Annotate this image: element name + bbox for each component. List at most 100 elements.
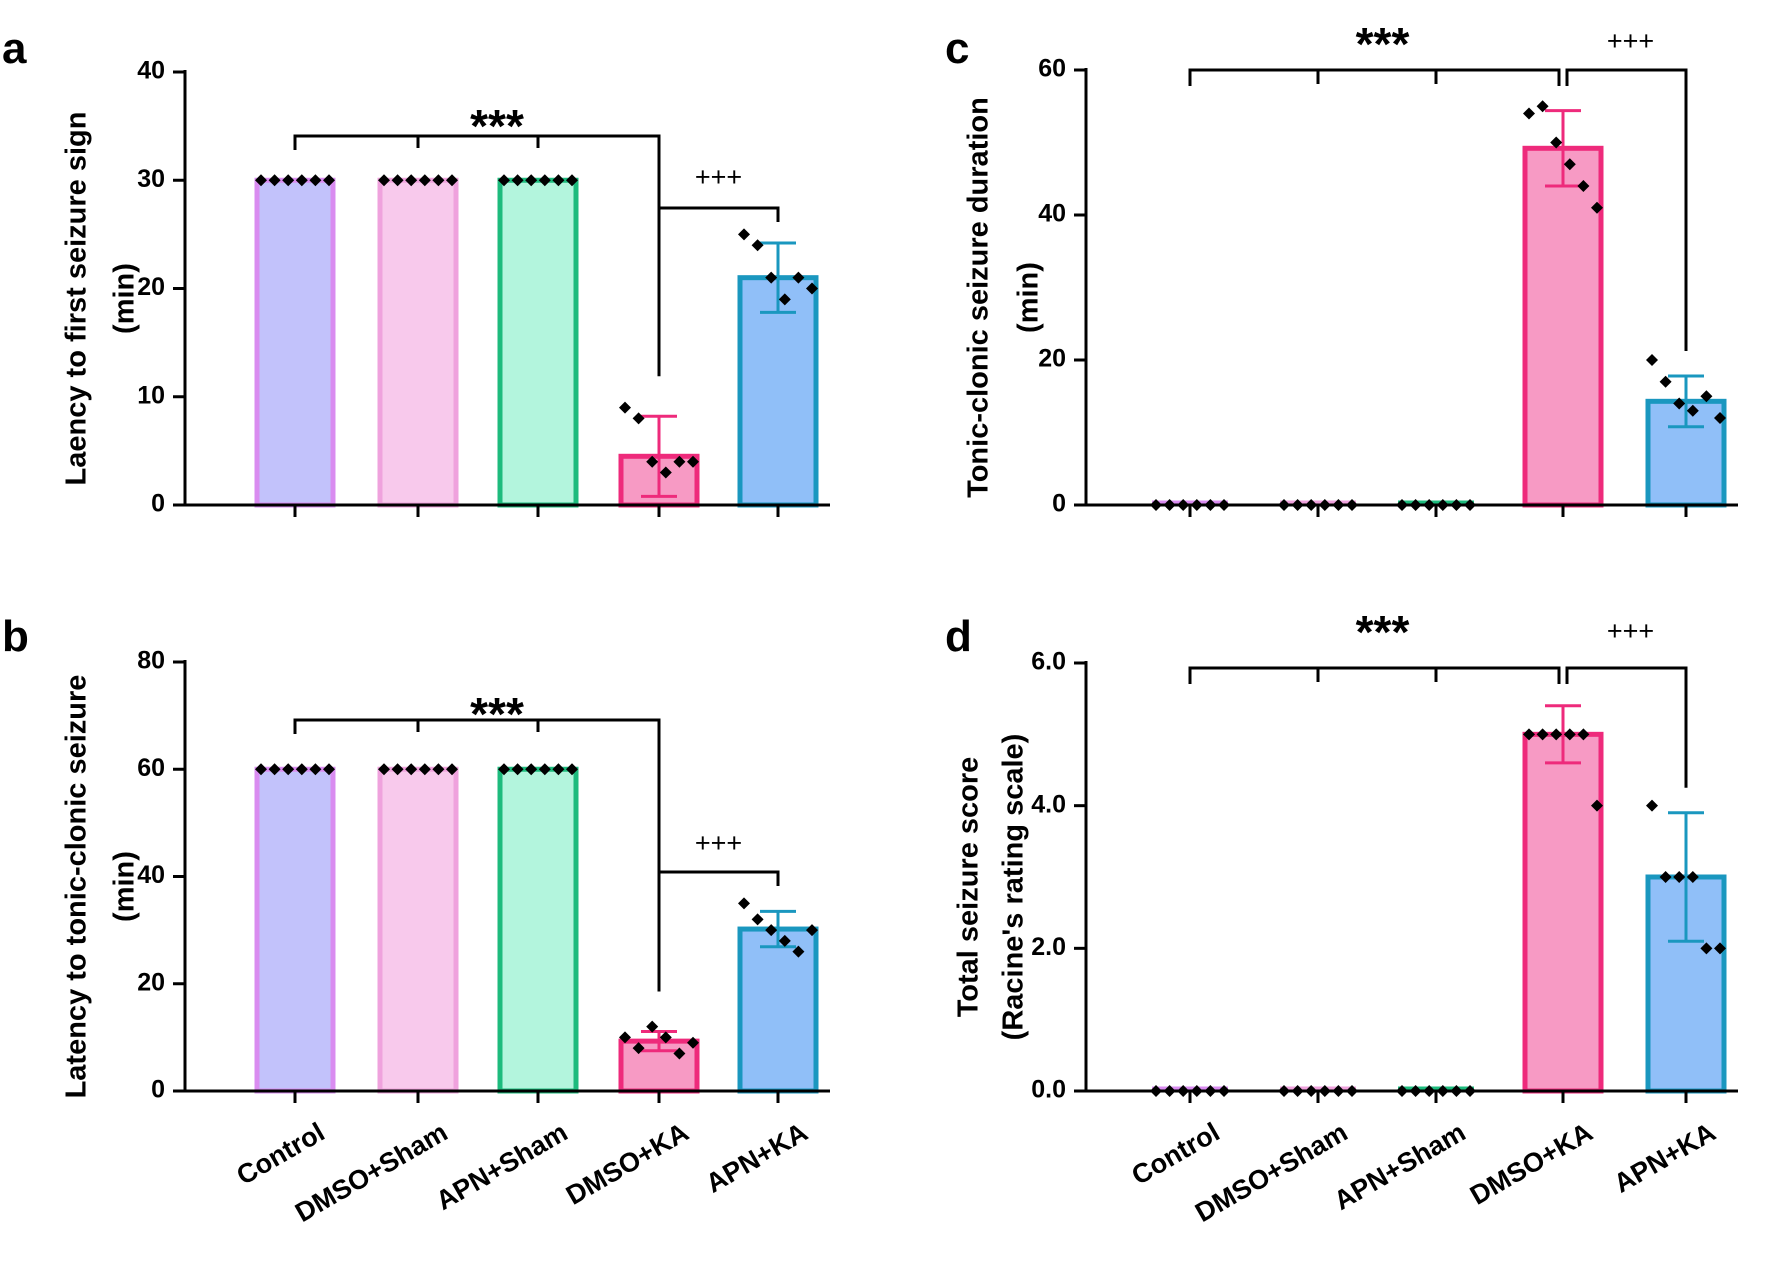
data-point-c-4-6 bbox=[1591, 201, 1603, 214]
panel-letter-a: a bbox=[2, 24, 27, 73]
data-point-a-5-6 bbox=[806, 282, 818, 295]
y-axis-title-a: Laency to first seizure sign bbox=[61, 112, 93, 486]
significance-stars-a: *** bbox=[470, 100, 524, 152]
y-axis-title-b: Latency to tonic-clonic seizure bbox=[61, 675, 93, 1099]
bar-b-5 bbox=[737, 926, 819, 1094]
y-axis-title-d: Total seizure score bbox=[953, 757, 985, 1018]
bracket-stars bbox=[1188, 68, 1561, 86]
category-label-d-1: Control bbox=[1126, 1117, 1224, 1191]
bracket-plus bbox=[657, 206, 780, 258]
data-point-b-3-5 bbox=[552, 763, 565, 776]
panel-letter-b: b bbox=[2, 612, 29, 661]
y-tick-label-b: 40 bbox=[137, 861, 165, 889]
y-tick-label-c: 60 bbox=[1038, 55, 1066, 83]
data-point-d-5-2 bbox=[1659, 871, 1672, 883]
error-bar-c-4 bbox=[1545, 109, 1581, 188]
y-tick-label-b: 0 bbox=[151, 1076, 165, 1104]
error-bar-a-5 bbox=[760, 241, 796, 314]
data-point-b-4-2 bbox=[632, 1042, 645, 1055]
significance-brackets-b bbox=[293, 718, 780, 992]
y-tick-label-a: 20 bbox=[137, 273, 165, 301]
data-point-a-5-2 bbox=[751, 239, 764, 252]
data-point-b-1-6 bbox=[323, 763, 335, 776]
bar-a-1 bbox=[254, 177, 336, 508]
error-bar-c-5 bbox=[1668, 374, 1704, 429]
data-point-b-2-2 bbox=[391, 763, 404, 776]
data-point-b-5-6 bbox=[806, 924, 818, 937]
data-point-d-5-1 bbox=[1646, 799, 1658, 812]
error-bar-d-4 bbox=[1545, 704, 1581, 765]
data-point-d-5-6 bbox=[1714, 942, 1726, 955]
category-label-b-5: APN+KA bbox=[701, 1117, 813, 1199]
data-point-c-4-3 bbox=[1550, 136, 1563, 149]
data-point-a-1-6 bbox=[323, 174, 335, 187]
data-point-b-2-6 bbox=[446, 763, 458, 776]
y-tick-label-b: 60 bbox=[137, 754, 165, 782]
y-tick-label-b: 80 bbox=[137, 647, 165, 675]
bar-d-4 bbox=[1522, 731, 1604, 1094]
data-point-a-4-2 bbox=[632, 412, 645, 425]
significance-plus-d: +++ bbox=[1607, 616, 1654, 646]
y-tick-label-d: 6.0 bbox=[1031, 648, 1066, 676]
data-point-a-1-4 bbox=[295, 174, 308, 187]
y-axis-subtitle-b: (min) bbox=[109, 851, 141, 922]
data-point-c-5-6 bbox=[1714, 412, 1726, 424]
bracket-plus bbox=[657, 870, 780, 922]
bracket-plus bbox=[1565, 68, 1688, 351]
data-point-b-5-2 bbox=[751, 913, 764, 926]
category-label-d-5: APN+KA bbox=[1609, 1117, 1721, 1199]
data-point-b-5-1 bbox=[738, 897, 750, 910]
y-tick-label-a: 30 bbox=[137, 165, 165, 193]
bar-c-4 bbox=[1522, 145, 1604, 508]
y-tick-label-a: 0 bbox=[151, 490, 165, 518]
significance-brackets-d bbox=[1188, 666, 1688, 788]
data-point-b-2-3 bbox=[405, 763, 418, 776]
data-point-a-1-3 bbox=[282, 174, 295, 187]
data-point-b-4-5 bbox=[673, 1047, 686, 1060]
data-point-a-2-3 bbox=[405, 174, 418, 187]
bar-a-3 bbox=[497, 177, 579, 508]
data-point-b-2-1 bbox=[378, 763, 390, 776]
data-point-a-2-6 bbox=[446, 174, 458, 187]
data-point-c-5-1 bbox=[1646, 354, 1658, 366]
bar-b-1 bbox=[254, 766, 336, 1094]
data-point-a-3-5 bbox=[552, 174, 565, 187]
data-point-d-5-5 bbox=[1700, 942, 1713, 955]
significance-stars-c: *** bbox=[1356, 18, 1410, 70]
data-point-b-4-3 bbox=[646, 1020, 659, 1033]
data-point-d-4-2 bbox=[1536, 728, 1549, 741]
y-tick-label-d: 4.0 bbox=[1031, 790, 1066, 818]
category-label-d-3: APN+Sham bbox=[1329, 1117, 1471, 1216]
data-point-a-5-3 bbox=[765, 271, 778, 284]
data-point-b-1-1 bbox=[255, 763, 267, 776]
data-point-a-2-1 bbox=[378, 174, 390, 187]
significance-stars-b: *** bbox=[470, 688, 524, 740]
data-point-a-4-4 bbox=[659, 466, 672, 479]
data-point-c-4-1 bbox=[1523, 107, 1535, 120]
data-point-b-5-3 bbox=[765, 924, 778, 937]
significance-plus-a: +++ bbox=[695, 162, 742, 192]
bracket-stars bbox=[293, 134, 661, 377]
data-point-a-4-1 bbox=[619, 401, 631, 414]
data-point-b-3-3 bbox=[525, 763, 538, 776]
data-point-b-3-6 bbox=[566, 763, 578, 776]
panel-letter-d: d bbox=[945, 612, 972, 661]
data-point-a-1-5 bbox=[309, 174, 322, 187]
category-label-b-3: APN+Sham bbox=[431, 1117, 573, 1216]
data-point-d-5-3 bbox=[1673, 871, 1686, 883]
significance-plus-b: +++ bbox=[695, 828, 742, 858]
y-tick-label-c: 0 bbox=[1052, 490, 1066, 518]
y-tick-label-a: 10 bbox=[137, 381, 165, 409]
data-point-d-4-4 bbox=[1563, 728, 1576, 741]
data-point-b-3-4 bbox=[538, 763, 551, 776]
data-point-d-4-5 bbox=[1577, 728, 1590, 741]
data-point-b-2-5 bbox=[432, 763, 445, 776]
data-point-b-1-2 bbox=[268, 763, 281, 776]
significance-stars-d: *** bbox=[1356, 606, 1410, 658]
y-axis-subtitle-a: (min) bbox=[109, 263, 141, 334]
error-bar-a-4 bbox=[641, 414, 677, 498]
data-point-b-1-5 bbox=[309, 763, 322, 776]
data-point-b-3-2 bbox=[511, 763, 524, 776]
panel-letter-c: c bbox=[945, 24, 969, 73]
